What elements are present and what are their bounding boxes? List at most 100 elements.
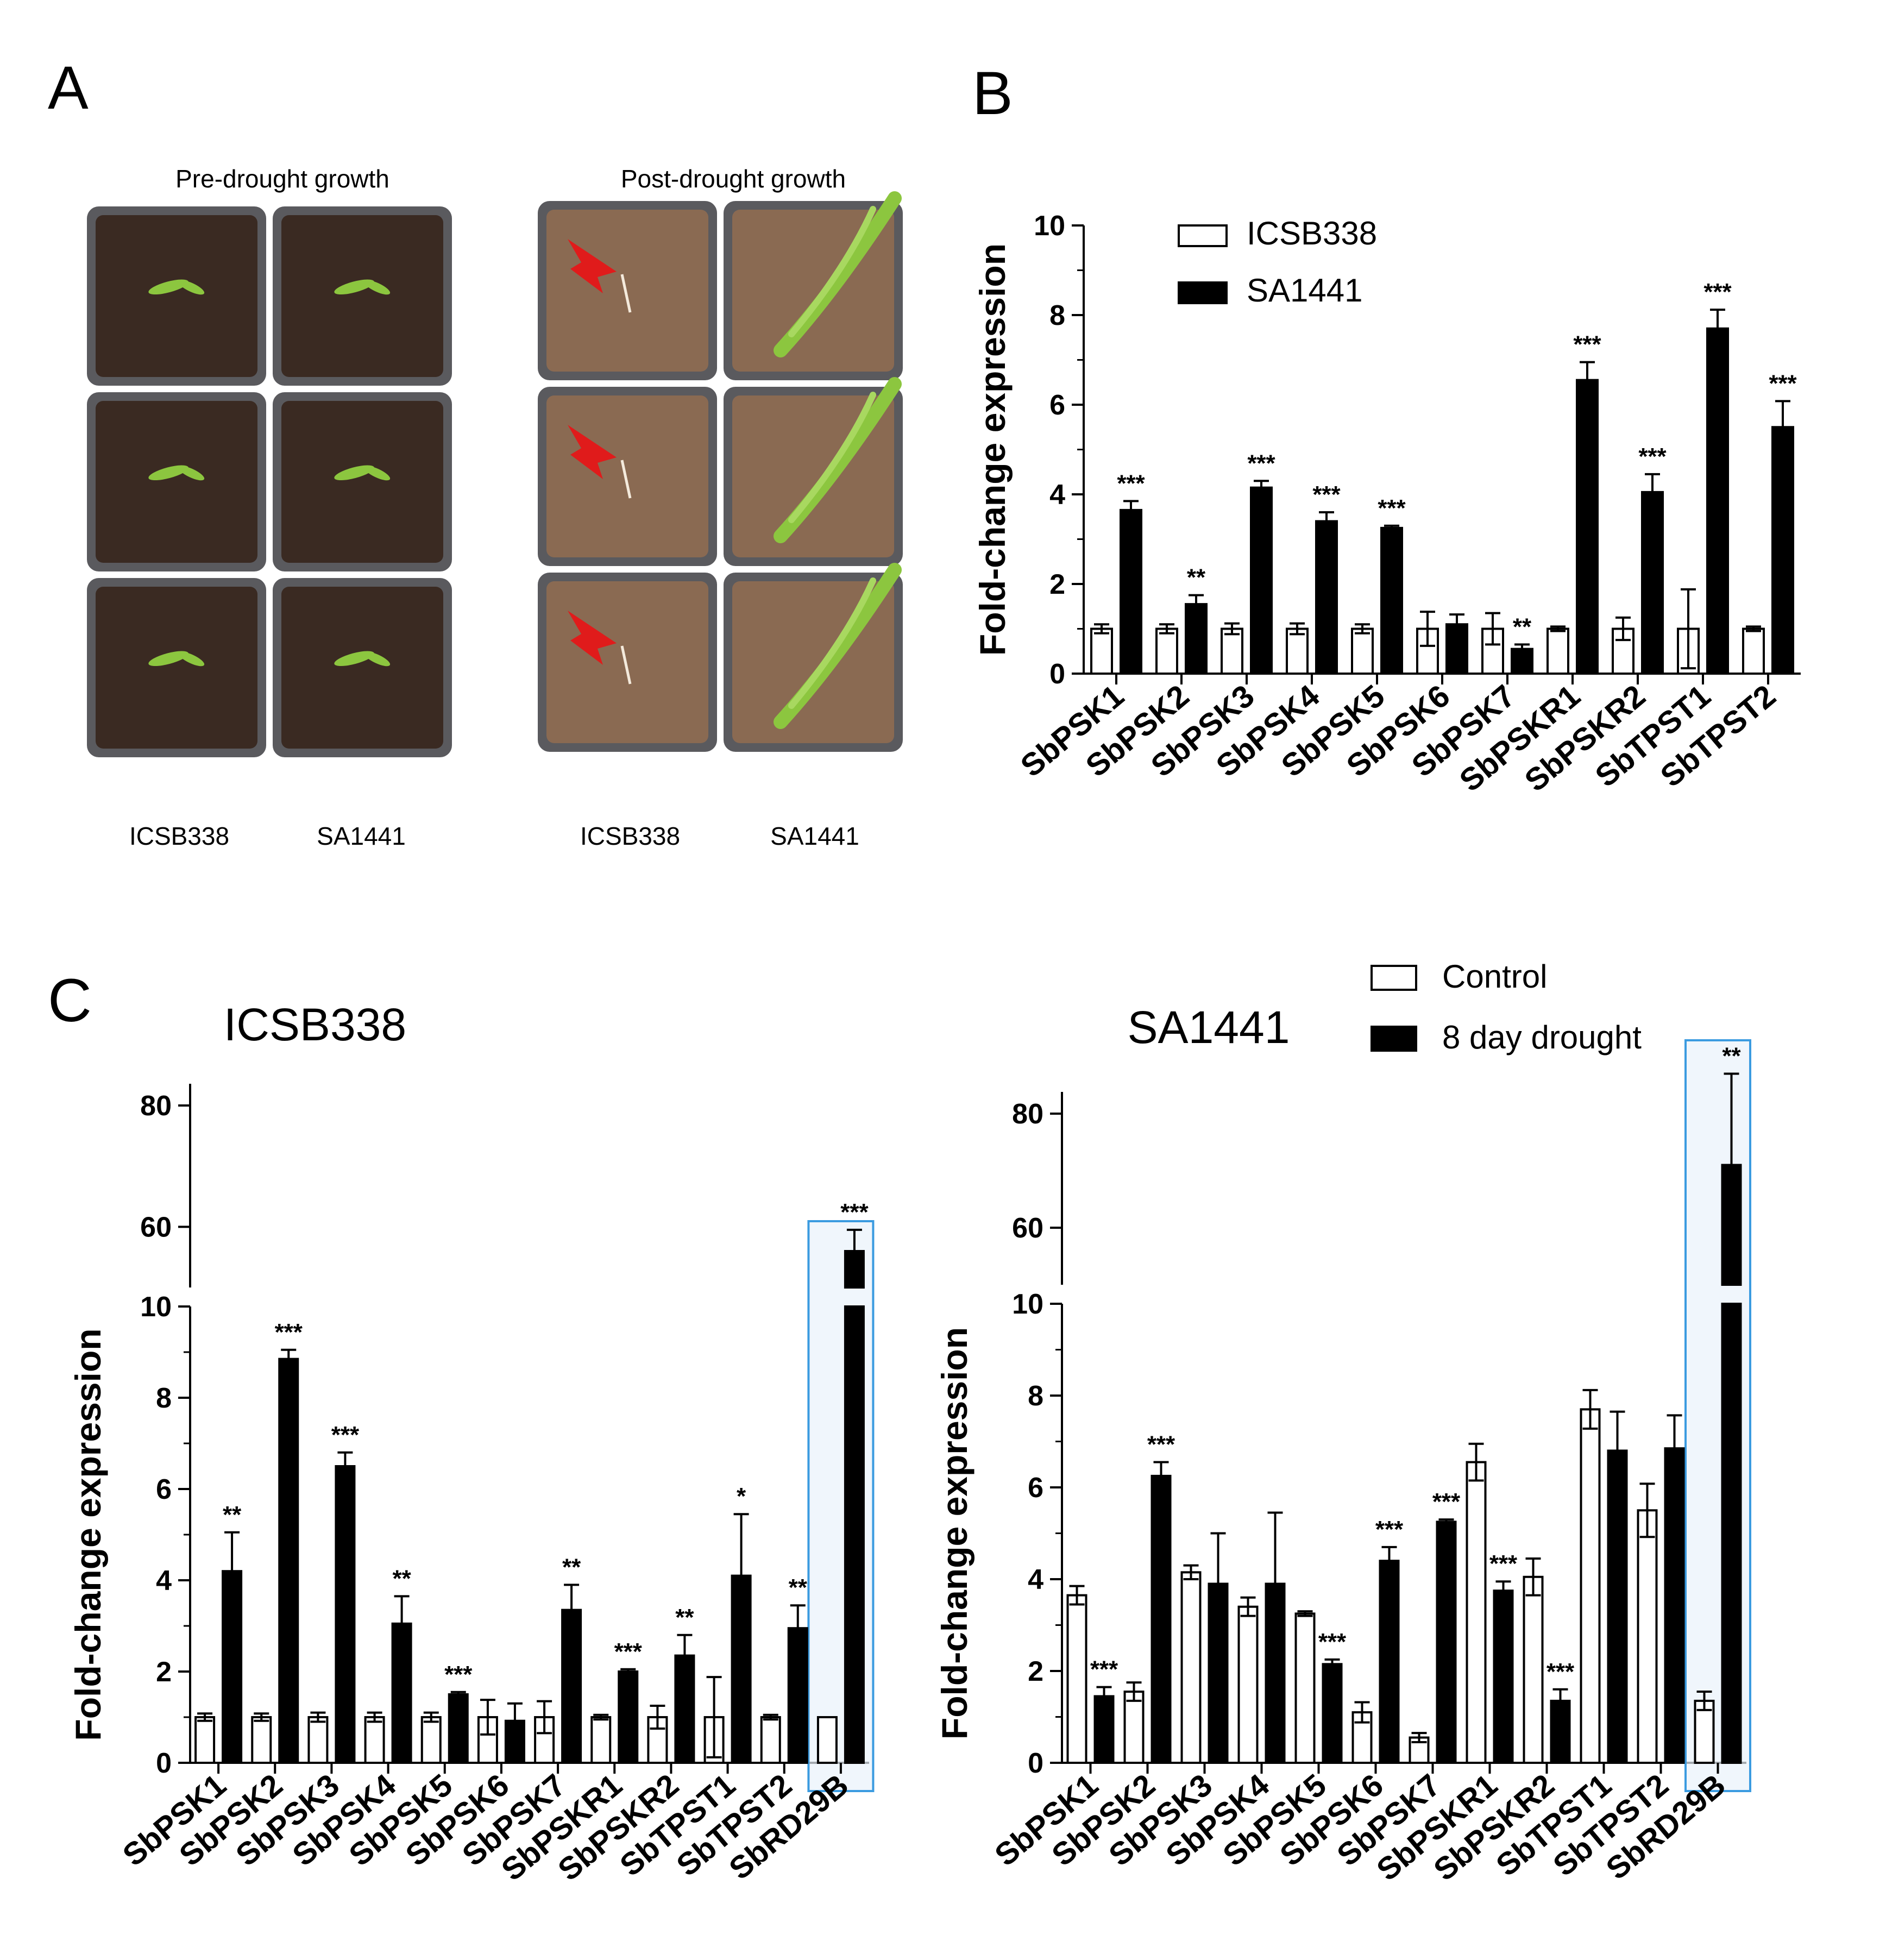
bar-series-1 xyxy=(364,1716,385,1764)
seedling xyxy=(148,465,188,481)
bar-series-1 xyxy=(1523,1575,1544,1764)
legend-label-drought: 8 day drought xyxy=(1442,1019,1642,1056)
photo-label-post-icsb338: ICSB338 xyxy=(580,822,680,850)
bar-series-1 xyxy=(307,1716,329,1764)
legend-swatch-sa1441 xyxy=(1178,281,1228,304)
y-axis-title: Fold-change expression xyxy=(68,1328,108,1741)
pot-soil xyxy=(96,401,257,563)
bar-series-1 xyxy=(1286,627,1309,675)
photo-title-pre: Pre-drought growth xyxy=(175,165,389,193)
bar-drought xyxy=(844,1305,865,1764)
pot-soil xyxy=(96,587,257,749)
pot-soil xyxy=(546,581,708,743)
bar-series-1 xyxy=(420,1716,442,1764)
seedling xyxy=(178,466,205,481)
bar-series-2 xyxy=(1445,623,1468,675)
y-axis-title: Fold-change expression xyxy=(972,243,1013,656)
significance-marker: ** xyxy=(789,1574,808,1601)
pot-soil xyxy=(546,395,708,557)
y-tick-label: 60 xyxy=(140,1211,172,1243)
bar-series-1 xyxy=(1546,627,1569,675)
bar-series-1 xyxy=(1742,627,1765,675)
seedling xyxy=(334,279,374,295)
red-arrow-icon xyxy=(568,239,617,293)
bar-series-2 xyxy=(1664,1447,1685,1764)
y-tick-label: 0 xyxy=(1049,658,1065,690)
bar-series-2 xyxy=(448,1693,469,1764)
bar-series-2 xyxy=(1706,327,1729,675)
legend-swatch-control xyxy=(1371,965,1417,991)
legend-label-sa1441: SA1441 xyxy=(1247,272,1363,309)
significance-marker: * xyxy=(737,1483,746,1510)
y-tick-label: 2 xyxy=(156,1656,172,1688)
significance-marker: *** xyxy=(614,1638,643,1665)
bar-series-1 xyxy=(1237,1605,1259,1764)
seedling xyxy=(334,651,374,667)
bar-series-1 xyxy=(1123,1691,1145,1764)
bar-series-1 xyxy=(1155,627,1178,675)
y-tick-label: 80 xyxy=(140,1090,172,1122)
chart-title: ICSB338 xyxy=(224,999,406,1050)
y-tick-label: 4 xyxy=(1049,479,1065,511)
bar-series-1 xyxy=(1221,627,1243,675)
bar-series-2 xyxy=(1607,1449,1628,1764)
y-tick-label: 6 xyxy=(1028,1472,1043,1504)
seedling xyxy=(788,577,876,709)
bar-series-1 xyxy=(1637,1509,1658,1764)
y-tick-label: 4 xyxy=(1028,1564,1043,1595)
bar-series-2 xyxy=(674,1654,695,1764)
pot-soil xyxy=(96,215,257,377)
significance-marker: *** xyxy=(1378,495,1406,522)
bar-series-2 xyxy=(1208,1582,1229,1764)
seedling xyxy=(148,279,188,295)
bar-series-2 xyxy=(1151,1474,1172,1764)
y-tick-label: 60 xyxy=(1012,1213,1043,1244)
bar-series-2 xyxy=(1511,648,1533,675)
significance-marker: *** xyxy=(1489,1550,1518,1577)
panel-letter-b: B xyxy=(972,59,1013,127)
red-arrow-icon xyxy=(568,425,617,479)
y-tick-label: 8 xyxy=(1028,1380,1043,1412)
significance-marker: ** xyxy=(1513,613,1532,640)
bar-drought xyxy=(1721,1303,1742,1764)
bar-series-2 xyxy=(1265,1582,1286,1764)
bar-series-1 xyxy=(1090,627,1113,675)
bar-series-2 xyxy=(1493,1590,1514,1764)
dead-seedling xyxy=(620,274,632,313)
y-tick-label: 8 xyxy=(156,1383,172,1414)
y-tick-label: 6 xyxy=(1049,390,1065,421)
pot-soil xyxy=(546,210,708,372)
panel-letter-a: A xyxy=(48,54,89,122)
dead-seedling xyxy=(620,460,632,499)
bar-series-2 xyxy=(1379,1560,1400,1764)
significance-marker: *** xyxy=(444,1661,473,1688)
bar-series-1 xyxy=(194,1716,216,1764)
significance-marker: *** xyxy=(1769,370,1797,397)
seedling xyxy=(364,651,391,667)
dead-seedling xyxy=(620,645,632,684)
significance-marker: ** xyxy=(1722,1043,1741,1070)
bar-series-1 xyxy=(760,1716,781,1764)
bar-series-1 xyxy=(1180,1571,1202,1764)
significance-marker: *** xyxy=(275,1319,303,1346)
y-tick-label: 0 xyxy=(156,1748,172,1779)
significance-marker: ** xyxy=(223,1502,242,1528)
y-tick-label: 2 xyxy=(1049,569,1065,600)
bar-series-2 xyxy=(1380,526,1403,675)
significance-marker: *** xyxy=(1312,481,1341,508)
bar-series-2 xyxy=(504,1719,525,1764)
y-tick-label: 10 xyxy=(1034,210,1065,242)
bar-series-2 xyxy=(618,1670,639,1764)
significance-marker: *** xyxy=(1432,1488,1461,1515)
bar-series-2 xyxy=(222,1570,243,1764)
significance-marker: *** xyxy=(840,1199,869,1226)
legend-swatch-icsb338 xyxy=(1178,224,1228,247)
seedling xyxy=(178,280,205,295)
bar-series-1 xyxy=(1294,1612,1316,1764)
significance-marker: *** xyxy=(1117,470,1145,497)
pre-drought-photo xyxy=(87,206,452,757)
photo-label-pre-icsb338: ICSB338 xyxy=(129,822,229,850)
